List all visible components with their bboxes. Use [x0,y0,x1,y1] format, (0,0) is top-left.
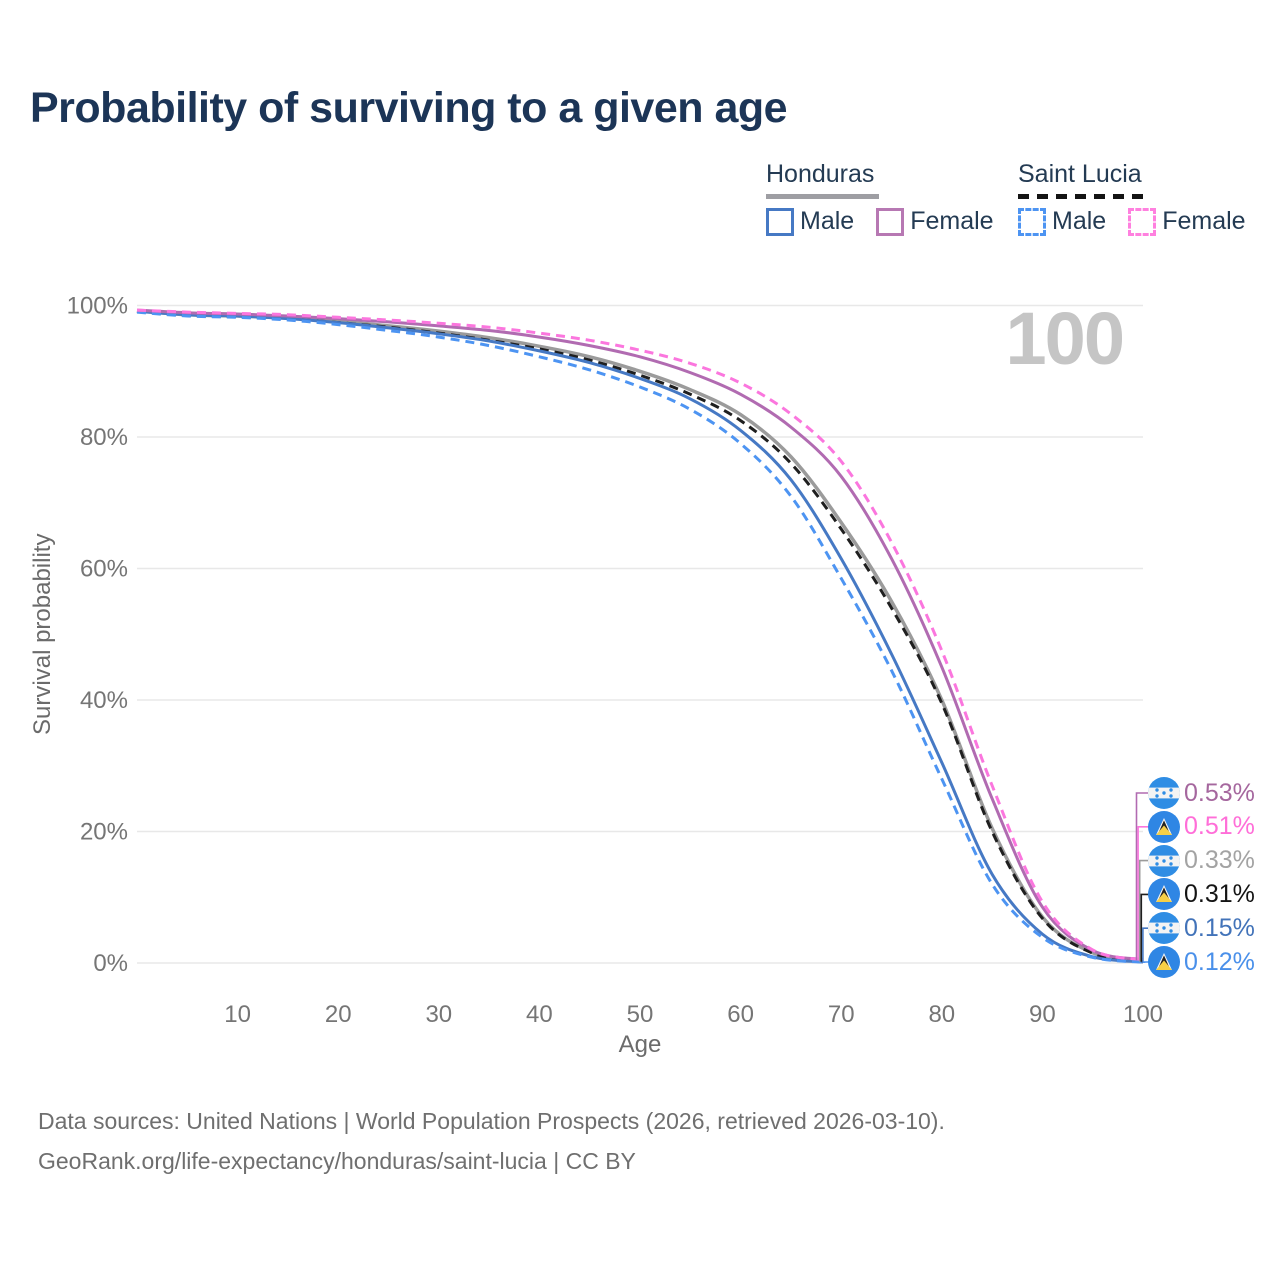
curve-honduras-total [136,309,1144,963]
end-label-saint-lucia-total: 0.31% [1148,878,1255,911]
honduras-flag-icon [1148,912,1180,945]
legend-label-honduras-male[interactable]: Male [800,207,855,235]
legend-country-honduras: Honduras [766,160,875,188]
end-label-honduras-male: 0.15% [1148,912,1255,945]
curve-honduras-female [136,308,1144,961]
y-axis-title: Survival probability [29,534,56,735]
end-label-value: 0.31% [1184,879,1255,908]
leader-lines [1135,792,1149,963]
footer-data-sources: Data sources: United Nations | World Pop… [38,1108,945,1134]
y-tick-40%: 40% [80,687,128,714]
legend-label-honduras-female[interactable]: Female [910,207,994,235]
legend-label-saint-lucia-female[interactable]: Female [1162,207,1246,235]
end-label-value: 0.12% [1184,947,1255,976]
x-tick-50: 50 [627,1001,654,1028]
honduras-flag-icon [1148,777,1180,809]
x-tick-40: 40 [526,1001,553,1028]
x-tick-10: 10 [224,1001,251,1028]
end-label-saint-lucia-female: 0.51% [1148,810,1255,843]
legend-swatch-saint-lucia-male[interactable] [1018,207,1046,236]
x-tick-70: 70 [828,1001,855,1028]
end-label-saint-lucia-male: 0.12% [1148,946,1255,978]
legend-group-saint-lucia: Saint Lucia Male Female [1018,160,1268,236]
y-tick-100%: 100% [67,293,128,320]
legend-country-saint-lucia: Saint Lucia [1018,160,1142,188]
x-tick-30: 30 [425,1001,452,1028]
saint-lucia-flag-icon [1148,878,1180,911]
legend-label-saint-lucia-male[interactable]: Male [1052,207,1107,235]
x-tick-90: 90 [1029,1001,1056,1028]
legend-underline-saint-lucia [1018,194,1146,199]
x-tick-100: 100 [1123,1001,1163,1028]
y-tick-60%: 60% [80,556,128,583]
age-annotation-100: 100 [1005,297,1125,380]
footer-attribution: GeoRank.org/life-expectancy/honduras/sai… [38,1148,636,1174]
x-tick-60: 60 [727,1001,754,1028]
x-tick-20: 20 [325,1001,352,1028]
end-label-value: 0.15% [1184,913,1255,942]
saint-lucia-flag-icon [1148,810,1180,843]
end-label-value: 0.53% [1184,778,1255,807]
x-axis-title: Age [619,1031,662,1058]
curve-honduras-male [136,309,1144,964]
page-title: Probability of surviving to a given age [30,84,788,132]
legend-swatch-saint-lucia-female[interactable] [1128,207,1157,236]
curve-saint-lucia-female [136,308,1144,962]
legend-swatch-honduras-male[interactable] [766,207,794,236]
saint-lucia-flag-icon [1148,946,1180,978]
curve-saint-lucia-male [136,310,1144,964]
end-label-value: 0.51% [1184,812,1255,841]
legend-swatch-honduras-female[interactable] [876,207,905,236]
legend-group-honduras: Honduras Male Female [766,160,1016,236]
end-label-honduras-female: 0.53% [1148,777,1255,809]
x-tick-80: 80 [928,1001,955,1028]
survival-curves [136,308,1144,964]
end-label-value: 0.33% [1184,846,1255,875]
axis-tick-labels: 0% 20% 40% 60% 80% 100% 10 20 30 40 50 60 70 80 90 100 A… [29,293,1163,1059]
end-label-honduras-total: 0.33% [1148,844,1255,877]
y-tick-20%: 20% [80,819,128,846]
leader-honduras-male [1142,927,1149,963]
gridlines [137,304,1143,964]
legend-underline-honduras [766,194,879,199]
curve-saint-lucia-total [136,309,1144,963]
y-tick-80%: 80% [80,424,128,451]
y-tick-0%: 0% [93,950,128,977]
honduras-flag-icon [1148,844,1180,877]
